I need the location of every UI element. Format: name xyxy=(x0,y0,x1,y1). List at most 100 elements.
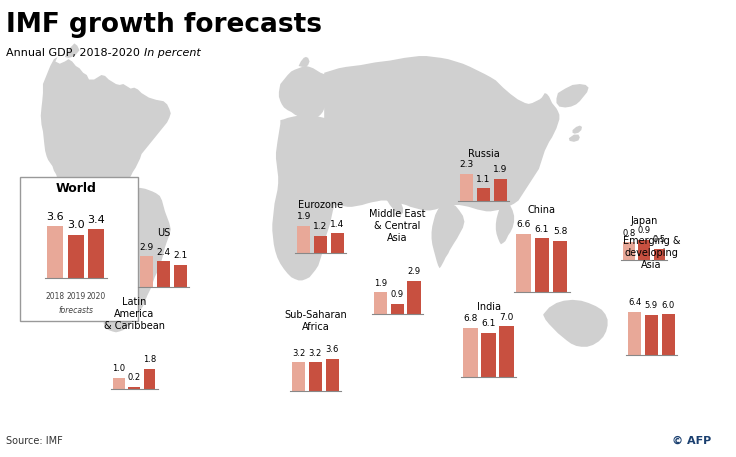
Text: US: US xyxy=(157,228,170,238)
Bar xyxy=(662,314,675,355)
Text: 2.4: 2.4 xyxy=(157,248,171,257)
Text: Latin
America
& Caribbean: Latin America & Caribbean xyxy=(104,297,165,330)
Bar xyxy=(374,292,387,314)
Text: 1.4: 1.4 xyxy=(330,220,344,228)
Text: 2019: 2019 xyxy=(66,292,85,301)
Text: 1.2: 1.2 xyxy=(314,223,328,232)
Text: 0.9: 0.9 xyxy=(637,226,651,235)
Text: 0.2: 0.2 xyxy=(127,373,141,382)
Text: 7.0: 7.0 xyxy=(500,313,514,322)
Text: 1.1: 1.1 xyxy=(476,175,491,184)
Text: 6.8: 6.8 xyxy=(463,314,478,323)
Bar xyxy=(88,229,105,278)
Bar xyxy=(128,387,140,389)
Bar xyxy=(68,235,84,278)
Bar xyxy=(47,226,63,278)
Bar xyxy=(553,241,567,292)
Text: 6.6: 6.6 xyxy=(517,220,531,229)
Text: 6.4: 6.4 xyxy=(628,298,641,307)
Bar xyxy=(623,242,634,260)
Bar xyxy=(645,315,658,355)
Bar xyxy=(494,179,507,202)
Text: Japan: Japan xyxy=(631,216,658,226)
Bar xyxy=(157,261,170,287)
Text: World: World xyxy=(55,181,96,195)
Text: 2.9: 2.9 xyxy=(408,267,420,276)
Text: Annual GDP, 2018-2020: Annual GDP, 2018-2020 xyxy=(7,48,141,58)
Polygon shape xyxy=(272,115,353,281)
Bar xyxy=(628,312,641,355)
Bar xyxy=(408,281,420,314)
Bar xyxy=(463,328,478,377)
Text: 1.9: 1.9 xyxy=(374,279,387,288)
Text: 0.8: 0.8 xyxy=(622,228,635,238)
Bar xyxy=(516,234,531,292)
Polygon shape xyxy=(543,300,608,347)
Text: India: India xyxy=(476,302,500,312)
Bar xyxy=(460,174,473,202)
Bar xyxy=(534,239,549,292)
Polygon shape xyxy=(367,171,403,215)
Bar xyxy=(144,369,155,389)
Text: Eurozone: Eurozone xyxy=(298,201,343,210)
Bar xyxy=(292,362,305,391)
Bar xyxy=(638,240,650,260)
Polygon shape xyxy=(628,328,637,339)
Bar xyxy=(500,326,514,377)
Text: Russia: Russia xyxy=(467,149,499,159)
Polygon shape xyxy=(104,186,171,332)
Polygon shape xyxy=(569,135,580,142)
Text: 6.1: 6.1 xyxy=(481,319,496,328)
Bar xyxy=(330,233,344,253)
Text: 0.9: 0.9 xyxy=(391,290,404,299)
Bar xyxy=(297,226,311,253)
Text: 6.1: 6.1 xyxy=(534,225,549,234)
Text: Middle East
& Central
Asia: Middle East & Central Asia xyxy=(369,209,425,244)
Polygon shape xyxy=(279,66,340,120)
Polygon shape xyxy=(65,43,79,58)
Text: 2.9: 2.9 xyxy=(140,243,154,252)
Polygon shape xyxy=(299,57,310,67)
Bar xyxy=(391,304,404,314)
Text: 2.1: 2.1 xyxy=(173,251,188,260)
FancyBboxPatch shape xyxy=(20,176,138,321)
Text: 2.3: 2.3 xyxy=(459,160,474,169)
Text: Emerging &
developing
Asia: Emerging & developing Asia xyxy=(623,236,680,271)
Text: forecasts: forecasts xyxy=(58,306,93,315)
Text: China: China xyxy=(528,205,556,215)
Bar xyxy=(309,362,322,391)
Text: © AFP: © AFP xyxy=(672,436,711,446)
Bar xyxy=(113,377,125,389)
Text: IMF growth forecasts: IMF growth forecasts xyxy=(7,12,322,38)
Bar xyxy=(314,236,327,253)
Text: In percent: In percent xyxy=(144,48,200,58)
Text: 5.8: 5.8 xyxy=(553,228,567,236)
Text: Sub-Saharan
Africa: Sub-Saharan Africa xyxy=(284,310,347,332)
Text: 1.8: 1.8 xyxy=(143,355,156,364)
Text: 5.9: 5.9 xyxy=(645,302,658,310)
Bar xyxy=(140,256,153,287)
Text: 1.9: 1.9 xyxy=(297,213,311,221)
Text: 6.0: 6.0 xyxy=(662,301,675,310)
Text: 1.0: 1.0 xyxy=(113,364,125,373)
Polygon shape xyxy=(319,56,559,211)
Text: 3.2: 3.2 xyxy=(309,349,322,358)
Text: 2020: 2020 xyxy=(87,292,106,301)
Text: Source: IMF: Source: IMF xyxy=(7,436,63,446)
Bar xyxy=(477,188,490,202)
Text: 3.4: 3.4 xyxy=(88,214,105,224)
Text: 1.9: 1.9 xyxy=(493,165,507,174)
Text: 0.5: 0.5 xyxy=(653,235,666,244)
Text: 3.2: 3.2 xyxy=(292,349,305,358)
Text: 3.0: 3.0 xyxy=(67,220,85,230)
Bar xyxy=(174,265,187,287)
Bar xyxy=(654,249,665,260)
Polygon shape xyxy=(573,126,582,134)
Text: 2018: 2018 xyxy=(46,292,65,301)
Polygon shape xyxy=(40,57,171,202)
Polygon shape xyxy=(556,84,589,107)
Bar xyxy=(325,358,339,391)
Text: 3.6: 3.6 xyxy=(46,212,64,222)
Bar xyxy=(481,333,496,377)
Polygon shape xyxy=(496,205,514,244)
